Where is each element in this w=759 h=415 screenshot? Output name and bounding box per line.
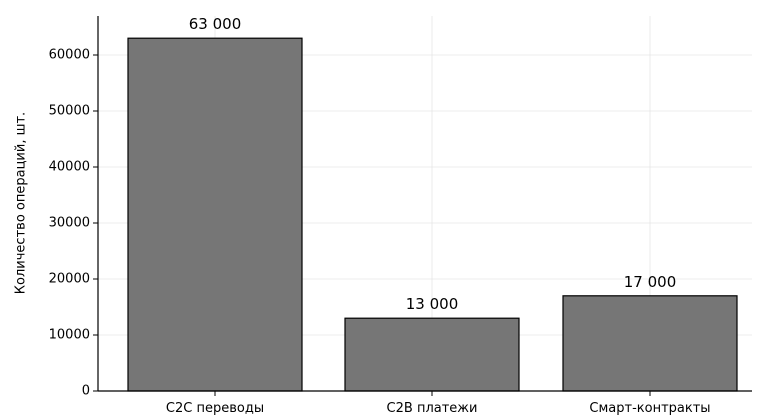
data-label: 63 000 [189, 15, 242, 33]
y-axis-title: Количество операций, шт. [14, 112, 29, 294]
y-ticks: 0 10000 20000 30000 40000 50000 60000 [49, 48, 98, 399]
bars [127, 37, 738, 392]
y-tick-label: 60000 [49, 48, 90, 63]
x-ticks: C2C переводы C2B платежи Смарт-контракты [166, 391, 711, 415]
data-label: 17 000 [624, 273, 677, 291]
bar [562, 295, 738, 392]
y-tick-label: 20000 [49, 272, 90, 287]
bar [127, 37, 303, 392]
y-tick-label: 0 [82, 384, 90, 399]
y-tick-label: 40000 [49, 160, 90, 175]
y-tick-label: 50000 [49, 104, 90, 119]
x-tick-label: C2C переводы [166, 401, 264, 415]
x-tick-label: C2B платежи [387, 401, 478, 415]
y-tick-label: 10000 [49, 328, 90, 343]
bar [344, 317, 520, 392]
data-labels: 63 000 13 000 17 000 [189, 15, 677, 313]
x-tick-label: Смарт-контракты [589, 401, 710, 415]
axes [97, 16, 752, 392]
y-tick-label: 30000 [49, 216, 90, 231]
data-label: 13 000 [406, 295, 459, 313]
